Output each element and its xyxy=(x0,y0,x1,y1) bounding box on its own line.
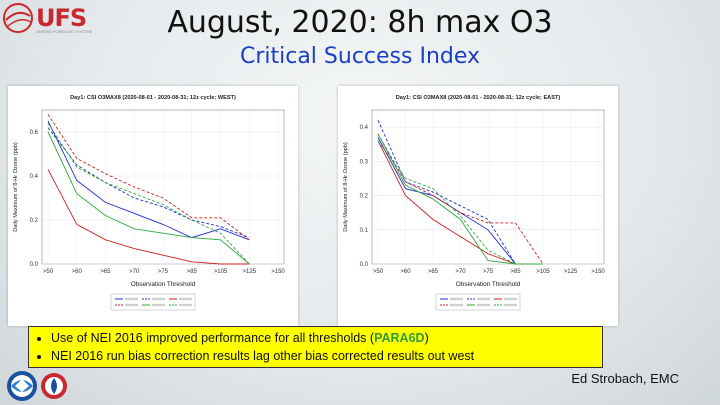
y-tick-label: 0.4 xyxy=(30,174,39,180)
x-tick-label: >50 xyxy=(373,269,384,275)
ufs-logo-tagline: UNIFIED FORECAST SYSTEM xyxy=(36,29,93,34)
chart-title: Day1: CSI O3MAX8 (2020-08-01 - 2020-08-3… xyxy=(396,95,561,101)
y-axis-label: Daily Maximum of 8-Hr Ozone (ppb) xyxy=(13,142,19,232)
y-tick-label: 0.4 xyxy=(360,125,369,131)
ufs-logo-icon xyxy=(3,3,33,33)
chart-west: Day1: CSI O3MAX8 (2020-08-01 - 2020-08-3… xyxy=(13,95,285,311)
slide-subtitle: Critical Success Index xyxy=(239,44,481,69)
slide-title: August, 2020: 8h max O3 xyxy=(167,5,553,40)
x-tick-label: >105 xyxy=(214,269,228,275)
legend-text-placeholder xyxy=(179,303,192,307)
author-credit: Ed Strobach, EMC xyxy=(571,371,679,386)
legend-text-placeholder xyxy=(450,303,463,307)
legend-text-placeholder xyxy=(504,297,517,301)
ufs-logo-text: UFS xyxy=(36,4,87,32)
x-axis-label: Observation Threshold xyxy=(456,281,521,288)
x-tick-label: >150 xyxy=(591,269,605,275)
para6d-highlight: PARA6D xyxy=(374,331,425,345)
legend-text-placeholder xyxy=(125,297,138,301)
y-axis-label: Daily Maximum of 8-Hr Ozone (ppb) xyxy=(343,142,349,232)
x-tick-label: >85 xyxy=(187,269,198,275)
series-line xyxy=(47,114,250,241)
legend-box xyxy=(435,293,521,311)
y-tick-label: 0.6 xyxy=(30,130,39,136)
legend-text-placeholder xyxy=(125,303,138,307)
series-line xyxy=(47,127,250,239)
series-line xyxy=(47,120,250,241)
x-tick-label: >65 xyxy=(428,269,439,275)
x-tick-label: >65 xyxy=(100,269,111,275)
y-tick-label: 0.2 xyxy=(360,194,369,200)
y-tick-label: 0.0 xyxy=(30,262,39,268)
x-tick-label: >70 xyxy=(455,269,466,275)
series-line xyxy=(377,133,544,265)
x-tick-label: >50 xyxy=(43,269,54,275)
chart-west-panel: Day1: CSI O3MAX8 (2020-08-01 - 2020-08-3… xyxy=(8,86,298,326)
bullet-item: NEI 2016 run bias correction results lag… xyxy=(51,347,602,365)
chart-east-panel: Day1: CSI O3MAX8 (2020-08-01 - 2020-08-3… xyxy=(338,86,618,326)
x-tick-label: >150 xyxy=(271,269,285,275)
legend-box xyxy=(110,293,196,311)
ufs-logo: UFS UNIFIED FORECAST SYSTEM xyxy=(2,2,152,34)
y-tick-label: 0.0 xyxy=(360,262,369,268)
legend-text-placeholder xyxy=(450,297,463,301)
y-tick-label: 0.1 xyxy=(360,228,369,234)
x-tick-label: >75 xyxy=(158,269,169,275)
legend-text-placeholder xyxy=(152,297,165,301)
chart-legend xyxy=(435,293,521,311)
series-line xyxy=(47,122,250,265)
y-tick-label: 0.2 xyxy=(30,218,39,224)
series-line xyxy=(47,169,250,265)
legend-text-placeholder xyxy=(152,303,165,307)
x-tick-label: >75 xyxy=(483,269,494,275)
series-line xyxy=(377,133,543,265)
nws-logo-icon xyxy=(41,373,67,399)
x-tick-label: >125 xyxy=(564,269,578,275)
legend-text-placeholder xyxy=(179,297,192,301)
legend-text-placeholder xyxy=(477,297,490,301)
bullet-item: Use of NEI 2016 improved performance for… xyxy=(51,329,602,347)
series-line xyxy=(47,131,250,265)
chart-legend xyxy=(110,293,196,311)
bullet-list: Use of NEI 2016 improved performance for… xyxy=(29,327,602,365)
x-tick-label: >60 xyxy=(72,269,83,275)
x-tick-label: >70 xyxy=(129,269,140,275)
x-tick-label: >60 xyxy=(400,269,411,275)
x-tick-label: >105 xyxy=(536,269,550,275)
x-tick-label: >125 xyxy=(242,269,256,275)
noaa-logo-icon xyxy=(7,371,37,401)
chart-east: Day1: CSI O3MAX8 (2020-08-01 - 2020-08-3… xyxy=(343,95,605,311)
chart-title: Day1: CSI O3MAX8 (2020-08-01 - 2020-08-3… xyxy=(70,95,236,101)
legend-text-placeholder xyxy=(504,303,517,307)
series-line xyxy=(377,140,543,265)
legend-text-placeholder xyxy=(477,303,490,307)
x-axis-label: Observation Threshold xyxy=(131,281,196,288)
summary-box: Use of NEI 2016 improved performance for… xyxy=(28,326,603,368)
y-tick-label: 0.3 xyxy=(360,159,369,165)
x-tick-label: >85 xyxy=(510,269,521,275)
